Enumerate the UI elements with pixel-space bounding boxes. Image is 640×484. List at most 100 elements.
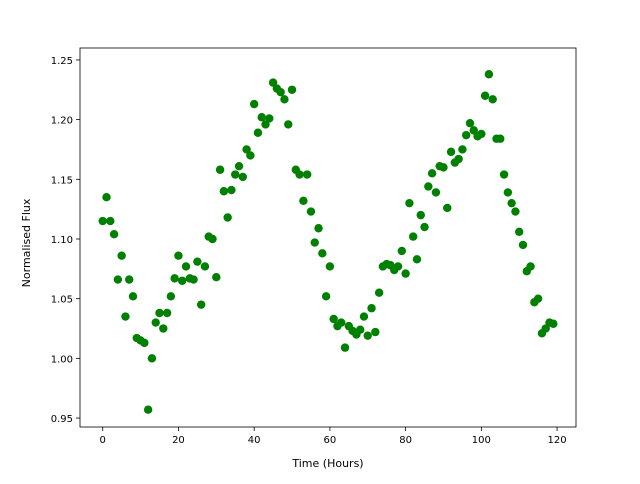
y-axis-label: Normalised Flux xyxy=(20,198,33,287)
point xyxy=(488,95,497,104)
point xyxy=(147,354,157,363)
point xyxy=(318,249,327,258)
point xyxy=(420,222,429,232)
point xyxy=(518,240,528,250)
point xyxy=(231,170,240,179)
point xyxy=(431,188,441,197)
point xyxy=(265,114,274,123)
point xyxy=(424,182,433,191)
point xyxy=(246,151,255,160)
point xyxy=(359,312,369,321)
point xyxy=(499,170,509,179)
point xyxy=(374,288,384,297)
x-tick-label: 20 xyxy=(172,435,185,446)
point xyxy=(412,255,422,264)
y-tick-label: 1.20 xyxy=(51,116,73,127)
x-tick-label: 60 xyxy=(324,435,337,446)
point xyxy=(257,113,266,122)
point xyxy=(503,188,513,197)
x-tick-label: 100 xyxy=(472,435,491,446)
point xyxy=(533,294,543,303)
point xyxy=(121,312,130,321)
point xyxy=(401,269,410,278)
point xyxy=(299,196,308,205)
y-tick-label: 1.10 xyxy=(51,235,73,246)
point xyxy=(162,308,172,318)
point xyxy=(526,262,535,271)
point xyxy=(181,262,191,271)
point xyxy=(408,232,418,241)
point xyxy=(261,120,270,129)
point xyxy=(340,343,350,352)
point xyxy=(469,126,478,135)
point xyxy=(477,129,486,139)
point xyxy=(405,198,414,208)
point xyxy=(427,169,437,178)
point xyxy=(314,224,323,233)
point xyxy=(443,203,452,213)
point xyxy=(310,238,319,247)
point xyxy=(174,251,183,260)
plot-frame xyxy=(79,47,577,428)
point xyxy=(242,145,251,154)
point xyxy=(170,274,179,283)
point xyxy=(253,128,263,137)
point xyxy=(549,319,558,328)
point xyxy=(458,145,467,154)
point xyxy=(143,405,153,414)
point xyxy=(117,251,126,260)
point xyxy=(166,292,176,301)
point xyxy=(363,331,372,340)
point xyxy=(98,216,107,226)
point xyxy=(128,292,138,301)
x-axis-label: Time (Hours) xyxy=(291,457,363,470)
point xyxy=(155,308,164,318)
point xyxy=(515,227,524,237)
y-tick-label: 1.05 xyxy=(51,295,73,306)
point xyxy=(151,318,160,327)
point xyxy=(284,120,293,129)
x-tick-label: 40 xyxy=(248,435,261,446)
point xyxy=(496,134,505,143)
x-tick-label: 80 xyxy=(399,435,412,446)
point xyxy=(113,275,123,284)
point xyxy=(337,318,346,327)
point xyxy=(102,193,111,202)
point xyxy=(397,246,407,256)
point xyxy=(140,338,149,348)
x-tick-label: 120 xyxy=(548,435,567,446)
point xyxy=(416,210,425,220)
point xyxy=(159,324,168,333)
point xyxy=(371,327,380,337)
point xyxy=(480,91,490,100)
point xyxy=(178,276,187,285)
point xyxy=(465,119,475,128)
point xyxy=(439,163,448,172)
point xyxy=(196,300,206,309)
point xyxy=(280,95,289,104)
point xyxy=(302,170,312,179)
point xyxy=(329,314,338,324)
point xyxy=(295,170,304,179)
y-tick-label: 1.15 xyxy=(51,175,73,186)
point xyxy=(249,99,259,109)
point xyxy=(212,272,221,282)
point xyxy=(234,161,244,171)
point xyxy=(446,147,456,157)
point xyxy=(200,262,210,271)
point xyxy=(541,324,550,333)
point xyxy=(208,234,217,244)
point xyxy=(268,78,278,87)
point xyxy=(219,187,229,196)
point xyxy=(193,257,202,266)
y-tick-label: 1.25 xyxy=(51,56,73,67)
point xyxy=(189,275,198,284)
point xyxy=(215,165,225,174)
point xyxy=(276,87,285,97)
point xyxy=(367,304,376,313)
point xyxy=(306,207,316,216)
point xyxy=(321,292,331,301)
point xyxy=(227,185,236,195)
